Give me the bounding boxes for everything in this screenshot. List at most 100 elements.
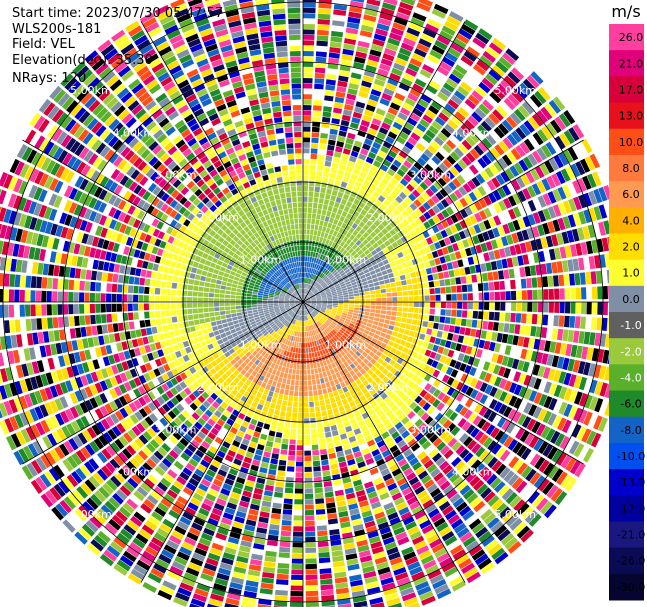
range-gate: [545, 141, 557, 155]
range-gate: [291, 312, 295, 318]
range-gate: [439, 355, 447, 364]
range-gate: [319, 400, 325, 406]
range-gate: [382, 376, 390, 384]
range-gate: [185, 567, 200, 577]
range-gate: [226, 362, 233, 369]
range-gate: [48, 467, 61, 482]
range-gate: [547, 465, 559, 479]
range-gate: [403, 407, 412, 416]
range-gate: [419, 302, 425, 308]
range-gate: [270, 313, 276, 317]
range-gate: [598, 186, 608, 202]
range-gate: [240, 336, 247, 342]
range-gate: [244, 342, 251, 348]
range-gate: [172, 445, 183, 456]
range-gate: [299, 310, 301, 315]
range-gate: [466, 571, 481, 584]
range-gate: [525, 349, 533, 361]
range-gate: [387, 168, 396, 177]
range-gate: [418, 262, 426, 270]
range-gate: [306, 223, 311, 230]
range-gate: [299, 310, 302, 316]
range-gate: [303, 159, 310, 165]
range-gate: [494, 430, 505, 442]
range-gate: [311, 312, 315, 318]
range-gate: [399, 274, 406, 281]
range-gate: [144, 416, 154, 426]
range-gate: [500, 79, 513, 92]
range-gate: [371, 337, 378, 344]
range-gate: [542, 410, 552, 424]
range-gate: [375, 396, 383, 404]
range-gate: [377, 223, 385, 231]
range-gate: [534, 90, 547, 105]
range-gate: [436, 402, 445, 412]
range-gate: [264, 313, 270, 317]
range-gate: [376, 297, 382, 302]
range-gate: [472, 522, 485, 534]
range-gate: [340, 119, 350, 127]
range-gate: [364, 259, 371, 265]
range-gate: [465, 346, 473, 355]
range-gate: [317, 345, 322, 351]
range-gate: [330, 235, 336, 242]
range-gate: [109, 376, 118, 387]
range-gate: [84, 479, 97, 492]
range-gate: [226, 592, 241, 601]
range-gate: [425, 23, 439, 34]
range-gate: [176, 403, 185, 413]
range-gate: [483, 252, 490, 262]
range-gate: [317, 530, 328, 537]
range-gate: [342, 193, 350, 201]
range-gate: [561, 231, 570, 244]
range-gate: [177, 495, 189, 506]
range-gate: [381, 92, 393, 102]
range-gate: [267, 328, 273, 333]
range-gate: [485, 46, 500, 59]
range-gate: [593, 188, 603, 204]
range-gate: [282, 400, 288, 406]
range-gate: [385, 422, 394, 431]
range-gate: [274, 327, 280, 332]
range-gate: [527, 290, 533, 300]
range-gate: [321, 410, 328, 417]
range-gate: [536, 276, 543, 288]
range-gate: [363, 14, 377, 22]
range-gate: [311, 312, 316, 317]
range-gate: [134, 453, 145, 465]
range-gate: [574, 316, 581, 329]
range-gate: [296, 342, 299, 348]
range-gate: [354, 299, 360, 302]
range-gate: [98, 486, 110, 499]
range-gate: [262, 566, 275, 574]
range-gate: [355, 265, 361, 271]
range-gate: [567, 182, 577, 196]
range-gate: [306, 283, 309, 289]
range-gate: [305, 337, 308, 343]
range-gate: [434, 315, 440, 323]
range-gate: [417, 585, 432, 596]
range-gate: [350, 72, 362, 80]
range-gate: [327, 447, 335, 454]
range-gate: [329, 351, 334, 357]
range-gate: [222, 358, 230, 365]
range-gate: [305, 310, 308, 315]
range-gate: [322, 176, 329, 183]
range-gate: [436, 330, 443, 338]
range-gate: [420, 412, 430, 421]
range-gate: [570, 287, 576, 300]
range-gate: [233, 362, 240, 369]
range-gate: [201, 366, 209, 374]
range-gate: [259, 342, 265, 349]
range-gate: [286, 466, 295, 472]
range-gate: [324, 256, 329, 262]
range-gate: [161, 549, 175, 560]
range-gate: [358, 338, 364, 345]
range-gate: [575, 302, 581, 314]
range-gate: [346, 327, 352, 333]
range-gate: [321, 116, 331, 123]
range-gate: [391, 561, 405, 571]
range-gate: [272, 315, 277, 320]
range-gate: [227, 355, 234, 362]
range-gate: [351, 338, 358, 344]
